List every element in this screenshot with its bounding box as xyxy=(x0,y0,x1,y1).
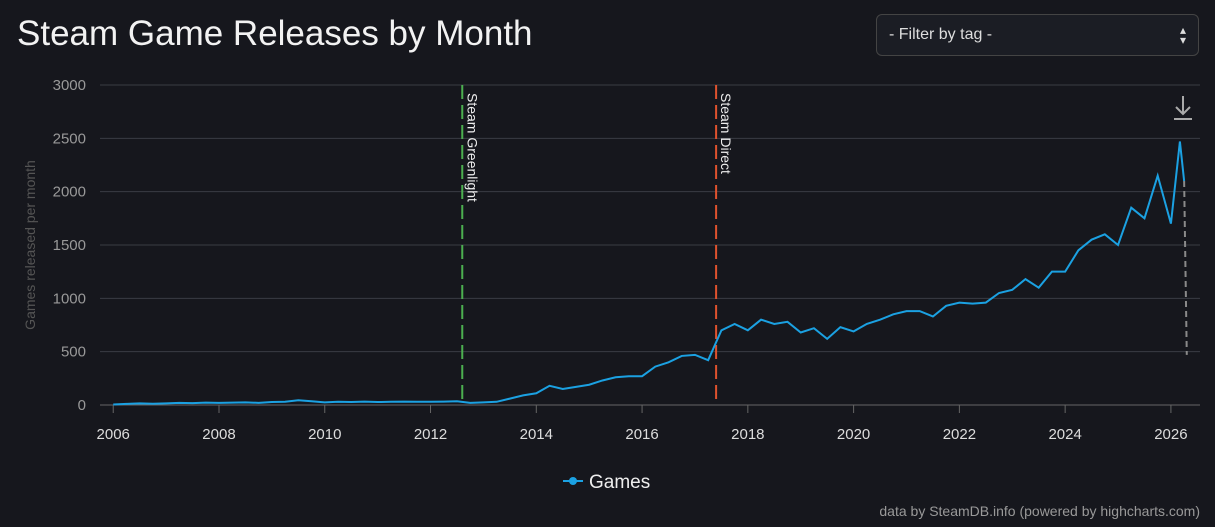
y-tick-label: 1500 xyxy=(53,237,86,254)
x-tick-label: 2006 xyxy=(97,426,130,443)
page-title: Steam Game Releases by Month xyxy=(17,14,533,53)
filter-arrows: ▴ ▾ xyxy=(1179,23,1186,47)
legend-marker xyxy=(569,477,577,485)
x-tick-label: 2026 xyxy=(1154,426,1187,443)
legend-label: Games xyxy=(589,472,650,493)
y-tick-label: 1000 xyxy=(53,290,86,307)
y-tick-label: 500 xyxy=(61,344,86,361)
annotation-label: Steam Greenlight xyxy=(464,93,480,202)
partial-line xyxy=(1183,180,1188,355)
credits: data by SteamDB.info (powered by highcha… xyxy=(879,503,1200,519)
y-axis-title: Games released per month xyxy=(22,160,38,330)
x-tick-label: 2012 xyxy=(414,426,447,443)
series-line xyxy=(113,141,1186,406)
x-tick-label: 2008 xyxy=(202,426,235,443)
x-tick-label: 2016 xyxy=(625,426,658,443)
annotation-label: Steam Direct xyxy=(718,93,734,174)
x-tick-label: 2014 xyxy=(520,426,553,443)
x-tick-label: 2024 xyxy=(1048,426,1081,443)
x-tick-label: 2020 xyxy=(837,426,870,443)
filter-label: - Filter by tag - xyxy=(889,26,993,43)
x-tick-label: 2022 xyxy=(943,426,976,443)
tag-filter[interactable]: - Filter by tag - ▴ ▾ xyxy=(876,14,1199,56)
x-tick-label: 2010 xyxy=(308,426,341,443)
y-tick-label: 2000 xyxy=(53,184,86,201)
download-icon[interactable] xyxy=(1174,96,1192,120)
y-tick-label: 3000 xyxy=(53,77,86,94)
y-tick-label: 0 xyxy=(78,397,86,414)
y-tick-label: 2500 xyxy=(53,130,86,147)
legend-item[interactable]: Games xyxy=(563,472,650,493)
x-tick-label: 2018 xyxy=(731,426,764,443)
